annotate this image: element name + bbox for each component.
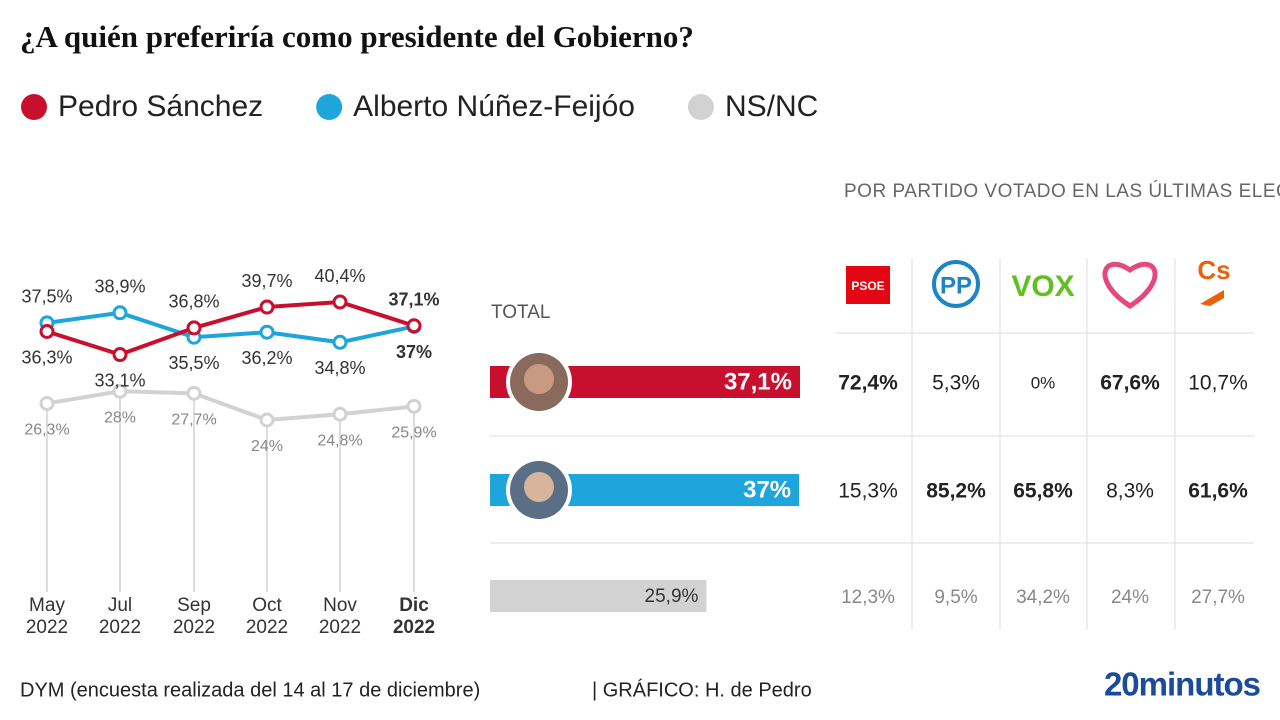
table-title: POR PARTIDO VOTADO EN LAS ÚLTIMAS ELECCI…: [844, 180, 1280, 202]
logo-psoe: [846, 266, 890, 304]
dot: [112, 383, 128, 399]
cell: 9,5%: [934, 587, 977, 608]
cell: 15,3%: [838, 480, 898, 503]
cell: 24%: [1111, 587, 1149, 608]
legend-swatch: [687, 94, 714, 120]
column-label: PSOE: [851, 279, 884, 293]
legend-label: Pedro Sánchez: [58, 90, 263, 123]
dot: [332, 334, 348, 350]
data-label: 37,1%: [388, 289, 439, 309]
dot: [112, 347, 128, 363]
data-label: 37,5%: [21, 287, 72, 307]
column-label: PP: [940, 272, 972, 299]
data-label: 37%: [396, 342, 432, 362]
data-label: 24%: [251, 438, 283, 455]
data-label: 26,3%: [24, 422, 69, 439]
logo-pp: [932, 260, 980, 308]
line: [46, 299, 415, 357]
bar: [490, 580, 707, 612]
legend-swatch: [21, 94, 47, 120]
data-label: 34,8%: [314, 358, 365, 378]
dot: [39, 395, 55, 411]
data-label: 25,9%: [391, 425, 436, 442]
legend-swatch: [316, 94, 343, 120]
data-label: 38,9%: [94, 277, 145, 297]
dot: [406, 318, 422, 334]
dot: [259, 324, 275, 340]
data-label: 24,8%: [317, 432, 362, 449]
brand: 20minutos: [1104, 666, 1260, 703]
data-label: 36,3%: [21, 347, 72, 367]
x-tick-label: Jul 2022: [98, 595, 142, 638]
data-label: 39,7%: [241, 271, 292, 291]
line: [46, 389, 415, 423]
dot: [332, 406, 348, 422]
bar-label: 37%: [743, 476, 791, 503]
photo-face: [524, 364, 554, 394]
cell: 61,6%: [1188, 480, 1248, 503]
bar-label: 25,9%: [645, 586, 699, 607]
photo-face: [524, 472, 554, 502]
column-label: VOX: [1011, 270, 1074, 303]
cell: 0%: [1031, 373, 1056, 392]
cell: 67,6%: [1100, 372, 1160, 395]
x-tick-label: Dic 2022: [392, 595, 436, 638]
data-label: 36,2%: [241, 348, 292, 368]
data-label: 27,7%: [171, 412, 216, 429]
x-tick-label: Sep 2022: [172, 595, 216, 638]
title: ¿A quién preferiría como presidente del …: [20, 19, 694, 54]
credit: | GRÁFICO: H. de Pedro: [592, 678, 812, 701]
source: DYM (encuesta realizada del 14 al 17 de …: [20, 679, 480, 701]
dot: [112, 305, 128, 321]
data-label: 35,5%: [168, 353, 219, 373]
dot: [332, 294, 348, 310]
line: [46, 310, 415, 345]
dot: [406, 398, 422, 414]
data-label: 40,4%: [314, 266, 365, 286]
cell: 27,7%: [1191, 587, 1245, 608]
cell: 12,3%: [841, 587, 895, 608]
dot: [39, 324, 55, 339]
x-tick-label: Oct 2022: [245, 595, 289, 638]
cell: 85,2%: [926, 480, 986, 503]
cell: 8,3%: [1106, 480, 1154, 503]
legend-label: Alberto Núñez-Feijóo: [353, 90, 635, 123]
dot: [259, 299, 275, 315]
x-tick-label: Nov 2022: [318, 595, 362, 638]
logo-heart: [1102, 261, 1158, 309]
data-label: 33,1%: [94, 370, 145, 390]
legend-label: NS/NC: [725, 90, 818, 123]
dot: [186, 385, 202, 401]
cell: 72,4%: [838, 372, 898, 395]
x-tick-label: May 2022: [25, 595, 69, 638]
data-label: 28%: [104, 409, 136, 426]
logo-cs-mark: [1200, 290, 1224, 306]
bar-label: 37,1%: [724, 368, 792, 395]
cell: 65,8%: [1013, 480, 1073, 503]
data-label: 36,8%: [168, 292, 219, 312]
cell: 34,2%: [1016, 587, 1070, 608]
dot: [186, 320, 202, 336]
dot: [259, 412, 275, 428]
bar-title: TOTAL: [491, 302, 550, 323]
column-label: Cs: [1197, 255, 1230, 285]
cell: 10,7%: [1188, 372, 1248, 395]
cell: 5,3%: [932, 372, 980, 395]
